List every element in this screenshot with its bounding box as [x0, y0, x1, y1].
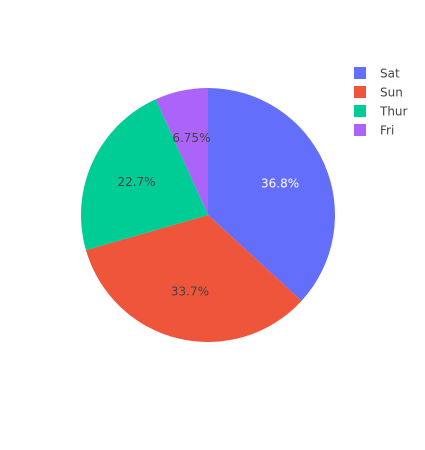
legend-item-sun[interactable]: Sun — [354, 86, 403, 100]
pie-slice-sun[interactable] — [85, 215, 302, 343]
data-label-sat: 36.8% — [261, 176, 299, 190]
data-label-thur: 22.7% — [117, 175, 155, 189]
legend-label-thur: Thur — [379, 105, 408, 119]
data-label-fri: 6.75% — [172, 131, 210, 145]
legend-item-thur[interactable]: Thur — [354, 105, 408, 119]
legend[interactable]: Sat Sun Thur Fri — [354, 67, 408, 138]
legend-swatch-thur — [354, 105, 366, 117]
legend-item-fri[interactable]: Fri — [354, 124, 394, 138]
pie-slice-sat[interactable] — [208, 88, 335, 301]
legend-swatch-sat — [354, 67, 366, 79]
data-label-sun: 33.7% — [171, 285, 209, 299]
legend-swatch-fri — [354, 124, 366, 136]
legend-swatch-sun — [354, 86, 366, 98]
legend-label-sat: Sat — [380, 67, 400, 81]
pie-slices — [80, 87, 335, 343]
pie-slice-thur[interactable] — [80, 99, 208, 251]
pie-data-labels: 36.8% 33.7% 22.7% 6.75% — [117, 131, 299, 299]
legend-label-sun: Sun — [380, 86, 403, 100]
pie-slice-fri[interactable] — [155, 87, 208, 215]
legend-label-fri: Fri — [380, 124, 394, 138]
legend-item-sat[interactable]: Sat — [354, 67, 400, 81]
